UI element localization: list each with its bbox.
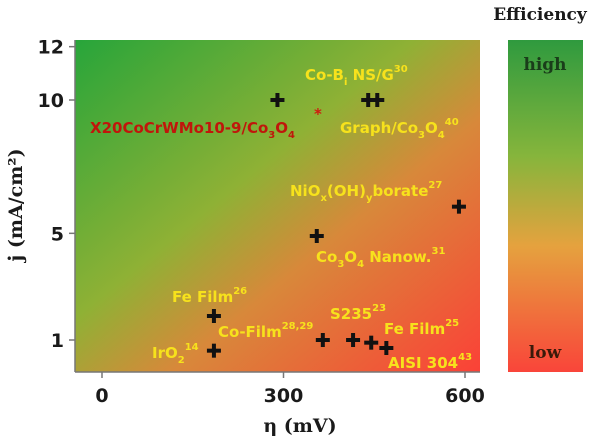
point-label-s235: S23523	[330, 303, 386, 323]
colorbar	[508, 40, 583, 372]
data-point-1	[361, 93, 376, 107]
x-axis-label: η (mV)	[263, 415, 336, 437]
point-label-x20cocrwmo: X20CoCrWMo10-9/Co3O4	[90, 119, 295, 141]
data-point-0	[270, 93, 285, 107]
x-tick-label-0: 0	[95, 385, 108, 407]
point-label-niox: NiOx(OH)yborate27	[290, 180, 442, 204]
y-tick-label-0: 1	[51, 330, 64, 352]
x-tick-label-1: 300	[264, 385, 304, 407]
colorbar-title: Efficiency	[493, 5, 588, 25]
data-point-8	[346, 333, 361, 347]
point-label-co3o4-nanow: Co3O4 Nanow.31	[316, 246, 445, 270]
data-point-7	[315, 333, 330, 347]
point-label-co-film: Co-Film28,29	[218, 321, 313, 341]
point-label-fe-film-25: Fe Film25	[384, 318, 459, 338]
point-label-fe-film-26: Fe Film26	[172, 286, 247, 306]
data-point-5	[206, 309, 221, 323]
y-axis-label: j (mA/cm²)	[5, 148, 27, 263]
point-label-star: *	[314, 105, 322, 123]
point-label-cobi: Co-Bi NS/G30	[305, 64, 408, 88]
data-point-10	[379, 341, 394, 355]
colorbar-high-label: high	[523, 55, 566, 75]
y-tick-label-2: 10	[38, 90, 64, 112]
x-tick-label-2: 600	[445, 385, 485, 407]
colorbar-low-label: low	[529, 343, 562, 363]
point-label-graph: Graph/Co3O440	[340, 117, 459, 141]
y-tick-label-3: 12	[38, 37, 64, 59]
point-label-aisi: AISI 30443	[388, 352, 472, 372]
data-point-3	[451, 199, 466, 214]
data-point-6	[206, 343, 221, 358]
point-label-iro2: IrO214	[152, 342, 199, 366]
data-markers	[206, 93, 466, 358]
y-tick-label-1: 5	[51, 223, 64, 245]
data-point-4	[309, 229, 324, 243]
axis-ticks: 0 300 600 1 5 10 12	[38, 37, 485, 407]
data-point-2	[370, 93, 385, 107]
data-point-9	[364, 335, 379, 350]
